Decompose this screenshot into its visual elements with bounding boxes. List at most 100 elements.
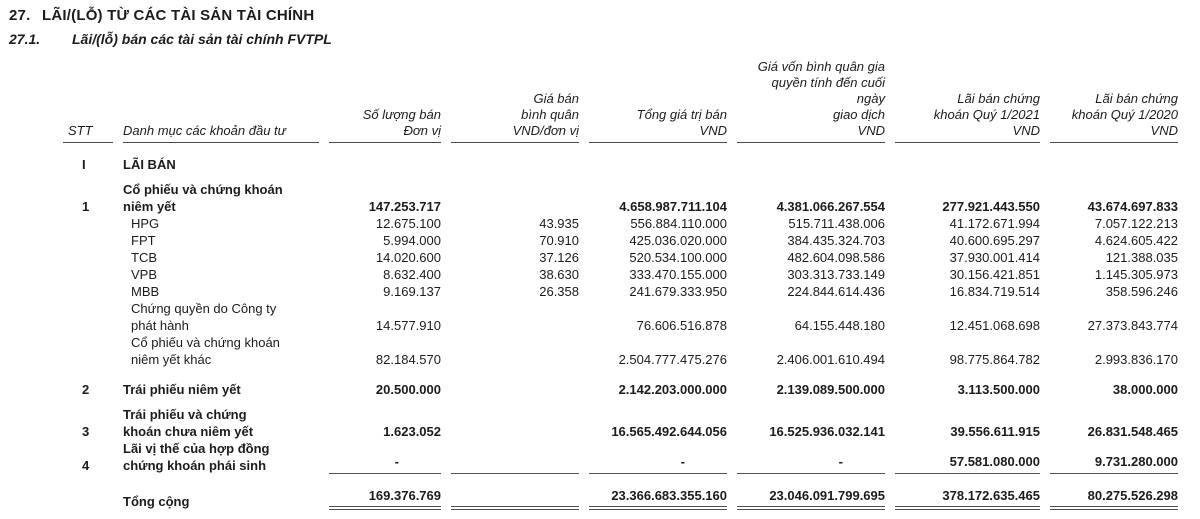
cell-avg_price: 70.910 [539, 233, 579, 248]
col-header-profit_q1_2020: Lãi bán chứng khoán Quý 1/2020 VND [1050, 59, 1178, 143]
row-stt [63, 215, 113, 232]
subsection-title: Lãi/(lỗ) bán các tài sản tài chính FVTPL [72, 31, 332, 47]
cell-profit_q1_2020: 2.993.836.170 [1094, 352, 1178, 367]
col-header-avg_cost: Giá vốn bình quân gia quyền tính đến cuố… [737, 59, 885, 143]
col-header-profit_q1_2021: Lãi bán chứng khoán Quý 1/2021 VND [895, 59, 1040, 143]
col-header-avg_price: Giá bán bình quân VND/đơn vị [451, 59, 579, 143]
cell-profit_q1_2020: 121.388.035 [1105, 250, 1178, 265]
row-label: HPG [131, 216, 160, 231]
row-stt [63, 334, 113, 368]
table-row: FPT 5.994.000 70.910 425.036.020.000 384.435… [63, 232, 1178, 249]
cell-profit_q1_2020: 80.275.526.298 [1050, 474, 1178, 510]
cell-total_value: 425.036.020.000 [629, 233, 727, 248]
row-stt [63, 283, 113, 300]
cell-avg_cost: 515.711.438.006 [788, 216, 885, 231]
cell-avg_cost: 482.604.098.586 [787, 250, 885, 265]
table-row: 3 Trái phiếu và chứng khoán chưa niêm yết… [63, 398, 1178, 440]
cell-quantity: 12.675.100 [375, 216, 441, 231]
row-label: Tổng cộng [123, 494, 190, 509]
row-stt: 3 [82, 424, 90, 439]
table-row: Tổng cộng 169.376.769 23.366.683.355.160 23… [63, 474, 1178, 510]
cell-total_value: 333.470.155.000 [629, 267, 727, 282]
cell-profit_q1_2020: 4.624.605.422 [1094, 233, 1178, 248]
row-stt [63, 266, 113, 283]
cell-profit_q1_2020: 9.731.280.000 [1050, 440, 1178, 474]
cell-avg_price [451, 398, 579, 440]
cell-avg_cost: 384.435.324.703 [787, 233, 885, 248]
cell-avg_price [451, 440, 579, 474]
cell-quantity: 82.184.570 [375, 352, 441, 367]
cell-avg_cost: - [737, 440, 885, 474]
cell-quantity: 20.500.000 [375, 382, 441, 397]
cell-total_value: 4.658.987.711.104 [619, 199, 727, 214]
table-row: TCB 14.020.600 37.126 520.534.100.000 482.60… [63, 249, 1178, 266]
cell-total_value: - [589, 440, 727, 474]
row-label: TCB [131, 250, 157, 265]
row-stt [63, 300, 113, 334]
cell-profit_q1_2021: 40.600.695.297 [949, 233, 1040, 248]
subsection-number: 27.1. [9, 31, 41, 47]
cell-profit_q1_2020: 358.596.246 [1105, 284, 1178, 299]
cell-profit_q1_2021: 30.156.421.851 [949, 267, 1040, 282]
cell-avg_cost: 4.381.066.267.554 [776, 199, 885, 214]
fvtpl-gains-table: STT Danh mục các khoản đầu tư Số lượng bán… [53, 59, 1188, 510]
cell-profit_q1_2020: 38.000.000 [1112, 382, 1178, 397]
cell-quantity: 169.376.769 [329, 474, 441, 510]
cell-quantity [329, 143, 441, 173]
cell-avg_cost: 23.046.091.799.695 [737, 474, 885, 510]
row-label: LÃI BÁN [123, 157, 176, 172]
cell-total_value: 241.679.333.950 [629, 284, 727, 299]
cell-total_value: 520.534.100.000 [629, 250, 727, 265]
table-row: 2 Trái phiếu niêm yết 20.500.000 2.142.203.… [63, 368, 1178, 398]
row-label: Cổ phiếu và chứng khoán niêm yết [123, 182, 283, 214]
cell-total_value: 16.565.492.644.056 [611, 424, 727, 439]
subsection-heading: 27.1. Lãi/(lỗ) bán các tài sản tài chính… [9, 31, 1200, 47]
cell-avg_cost: 2.406.001.610.494 [776, 352, 885, 367]
row-stt: 2 [82, 382, 90, 397]
row-label: Trái phiếu và chứng khoán chưa niêm yết [123, 407, 254, 439]
cell-avg_cost: 16.525.936.032.141 [769, 424, 885, 439]
cell-avg_price [451, 143, 579, 173]
cell-total_value: 76.606.516.878 [636, 318, 727, 333]
cell-avg_cost [737, 143, 885, 173]
row-label: Trái phiếu niêm yết [123, 382, 241, 397]
cell-avg_cost: 64.155.448.180 [794, 318, 885, 333]
cell-avg_cost: 303.313.733.149 [787, 267, 885, 282]
table-body: I LÃI BÁN 1 Cổ phiếu và chứng khoán niêm yế… [63, 143, 1178, 510]
row-stt [63, 232, 113, 249]
cell-profit_q1_2021: 277.921.443.550 [942, 199, 1040, 214]
cell-profit_q1_2021: 12.451.068.698 [949, 318, 1040, 333]
cell-profit_q1_2021: 41.172.671.994 [949, 216, 1040, 231]
cell-quantity: 9.169.137 [383, 284, 441, 299]
row-label: VPB [131, 267, 158, 282]
cell-profit_q1_2021: 378.172.635.465 [895, 474, 1040, 510]
row-label: Cổ phiếu và chứng khoán niêm yết khác [131, 335, 280, 367]
cell-total_value: 23.366.683.355.160 [589, 474, 727, 510]
cell-profit_q1_2021: 39.556.611.915 [950, 424, 1040, 439]
row-stt: I [82, 157, 86, 172]
cell-profit_q1_2020: 7.057.122.213 [1094, 216, 1178, 231]
cell-quantity: 14.020.600 [375, 250, 441, 265]
table-row: VPB 8.632.400 38.630 333.470.155.000 303.313… [63, 266, 1178, 283]
row-label: FPT [131, 233, 156, 248]
cell-quantity: 1.623.052 [383, 424, 441, 439]
cell-profit_q1_2021: 16.834.719.514 [949, 284, 1040, 299]
col-header-total_value: Tổng giá trị bán VND [589, 59, 727, 143]
section-heading: 27. LÃI/(LỖ) TỪ CÁC TÀI SẢN TÀI CHÍNH [9, 7, 1200, 24]
cell-avg_price [451, 334, 579, 368]
cell-total_value: 2.142.203.000.000 [618, 382, 727, 397]
cell-total_value [589, 143, 727, 173]
row-stt: 4 [82, 458, 90, 473]
cell-quantity: 147.253.717 [368, 199, 441, 214]
table-row: 4 Lãi vị thế của hợp đồng chứng khoán phá… [63, 440, 1178, 474]
cell-quantity: 8.632.400 [383, 267, 441, 282]
table-row: Chứng quyền do Công ty phát hành 14.577.9… [63, 300, 1178, 334]
cell-avg_price: 26.358 [539, 284, 579, 299]
row-stt [63, 474, 113, 510]
section-title: LÃI/(LỖ) TỪ CÁC TÀI SẢN TÀI CHÍNH [42, 7, 315, 24]
table-row: I LÃI BÁN [63, 143, 1178, 173]
cell-quantity: 5.994.000 [383, 233, 441, 248]
row-stt: 1 [82, 199, 90, 214]
table-row: HPG 12.675.100 43.935 556.884.110.000 515.71… [63, 215, 1178, 232]
